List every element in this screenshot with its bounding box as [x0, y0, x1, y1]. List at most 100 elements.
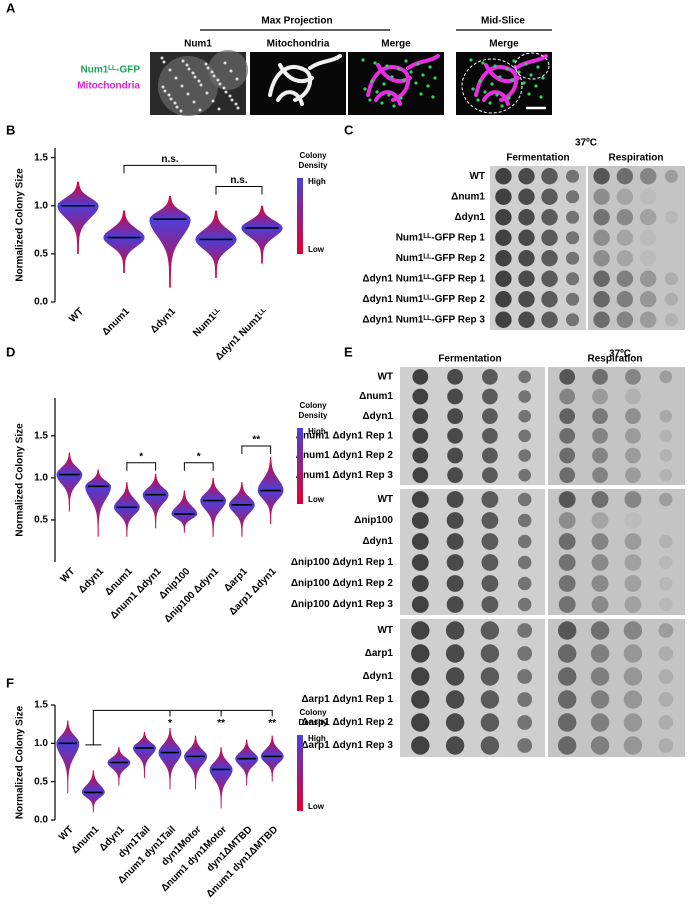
x-tick-label: Δnum1: [100, 306, 132, 338]
colorbar-label: High: [308, 177, 326, 186]
gfp-spot: [373, 61, 377, 65]
strain-label: WT: [469, 171, 485, 182]
speckle: [234, 102, 238, 106]
strain-label: Δarp1 Δdyn1 Rep 3: [301, 740, 393, 751]
colony-spot: [557, 736, 577, 755]
panel-label: B: [6, 122, 15, 137]
colony-spot: [593, 250, 610, 267]
y-axis-label: Normalized Colony Size: [15, 168, 26, 282]
colony-spot: [445, 644, 465, 663]
violin: [142, 473, 169, 529]
speckle: [206, 66, 210, 70]
gfp-spot: [510, 78, 514, 82]
mitochondria: [484, 63, 520, 84]
strain-label: Δarp1 Δdyn1 Rep 2: [301, 717, 393, 728]
colony-spot: [446, 512, 464, 529]
gfp-spot: [476, 98, 480, 102]
colony-spot: [616, 209, 634, 226]
colony-spot: [447, 408, 463, 425]
violin: [133, 731, 156, 778]
colony-spot: [517, 646, 533, 661]
gfp-spot: [500, 104, 504, 108]
mitochondria: [268, 65, 313, 102]
colony-spot: [639, 229, 657, 246]
violin: [195, 210, 237, 278]
colony-spot: [639, 209, 657, 226]
colony-spot: [616, 188, 634, 205]
violin: [235, 739, 259, 786]
colony-spot: [482, 388, 498, 405]
colony-spot: [481, 512, 499, 529]
x-tick-label: Δdyn1: [77, 566, 107, 596]
violin: [56, 720, 80, 794]
strain-label: Δdyn1: [362, 411, 393, 422]
y-tick-label: 1.5: [34, 152, 48, 163]
colony-spot: [592, 408, 608, 425]
gfp-spot: [363, 87, 367, 91]
colony-spot: [517, 513, 532, 528]
colony-spot: [593, 209, 610, 226]
speckle: [224, 90, 228, 94]
colony-spot: [639, 291, 657, 308]
colony-spot: [558, 533, 576, 550]
colony-spot: [482, 447, 498, 464]
x-tick-label: Δdyn1: [149, 306, 179, 336]
colony-spot: [480, 690, 500, 709]
speckle: [198, 108, 202, 112]
panel-label: C: [344, 122, 354, 137]
colony-spot: [623, 644, 643, 663]
speckle: [199, 83, 203, 87]
gfp-spot: [507, 96, 511, 100]
gfp-spot: [387, 93, 391, 97]
plate: [548, 619, 685, 757]
mitochondria: [474, 65, 519, 102]
colony-spot: [558, 491, 576, 508]
condition: Respiration: [608, 153, 663, 164]
strain-label: Δdyn1: [454, 212, 485, 223]
bracket: [241, 445, 272, 454]
colony-spot: [480, 621, 500, 640]
mitochondria: [374, 90, 402, 106]
plate: [400, 367, 545, 485]
y-tick-label: 0.5: [34, 776, 48, 787]
colony-spot: [412, 447, 429, 464]
mitochondria: [406, 54, 440, 70]
strain-label: Δnip100 Δdyn1 Rep 3: [291, 599, 394, 610]
bracket: [85, 709, 273, 746]
colony-spot: [447, 467, 463, 484]
gfp-spot: [536, 65, 540, 69]
colony-spot: [558, 575, 576, 592]
bracket: [169, 710, 222, 717]
colony-spot: [518, 468, 531, 482]
colony-spot: [518, 409, 531, 423]
colony-spot: [517, 555, 532, 570]
speckle: [205, 91, 209, 95]
colony-spot: [446, 596, 464, 613]
strain-label: WT: [377, 371, 393, 382]
colony-spot: [590, 713, 610, 732]
strain-label: Δnip100: [354, 515, 393, 526]
colony-spot: [495, 250, 512, 267]
colony-spot: [412, 467, 429, 484]
gfp-spot: [490, 82, 494, 86]
colony-spot: [566, 169, 580, 183]
strain-label: Δarp1 Δdyn1 Rep 1: [301, 694, 393, 705]
y-tick-label: 1.5: [34, 700, 48, 711]
colony-spot: [591, 512, 609, 529]
colony-spot: [517, 715, 533, 730]
gfp-spot: [541, 76, 545, 80]
strain-label: Δdyn1: [362, 536, 393, 547]
plate: [400, 619, 545, 757]
strain-label: Δdyn1: [362, 671, 393, 682]
colony-spot: [518, 390, 531, 403]
colony-spot: [625, 408, 641, 425]
y-axis-label: Normalized Colony Size: [15, 423, 26, 537]
gfp-spot: [517, 70, 521, 74]
colony-spot: [445, 690, 465, 709]
colony-spot: [590, 644, 610, 663]
colony-spot: [495, 311, 512, 328]
colony-spot: [623, 713, 643, 732]
group-title: Max Projection: [261, 16, 332, 27]
bracket: [123, 164, 217, 174]
speckle: [223, 61, 227, 65]
